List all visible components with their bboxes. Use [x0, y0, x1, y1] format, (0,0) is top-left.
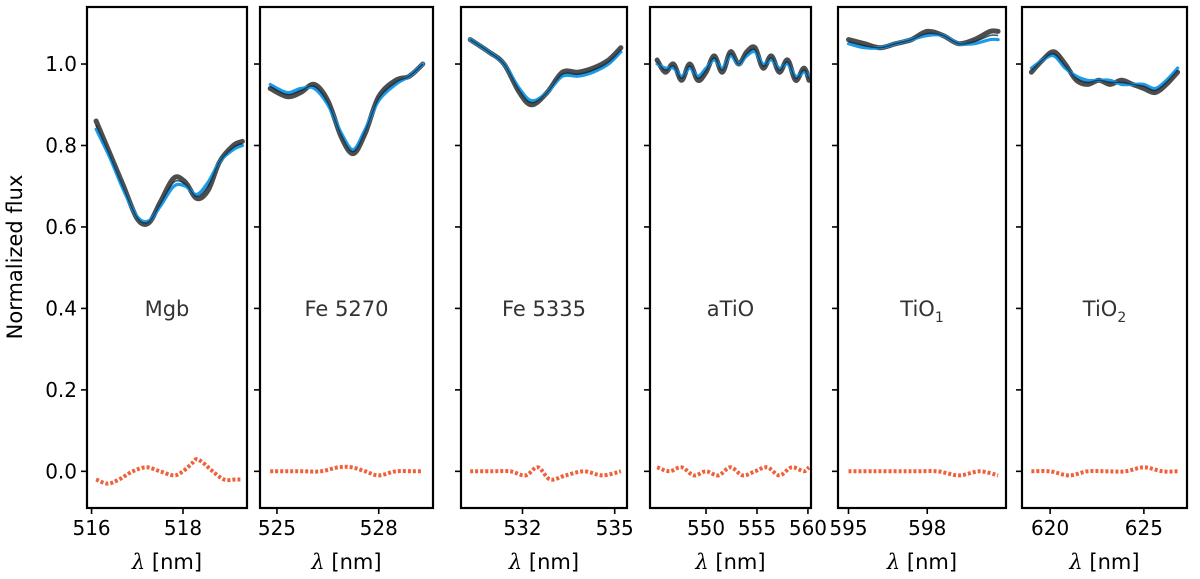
y-tick-label: 0.0 [45, 459, 77, 483]
panel-frame [85, 5, 249, 510]
panel-3: 532 535 λ [nm] Fe 5335 [455, 5, 634, 574]
panel-frame [648, 5, 813, 510]
x-axis-label: λ [nm] [508, 550, 579, 574]
observed-line [267, 61, 426, 157]
panel-frame [459, 5, 629, 510]
panel-frame [836, 5, 1008, 510]
residual-line [270, 464, 423, 478]
y-tick-label: 0.8 [45, 133, 77, 157]
panel-frame [1020, 5, 1189, 510]
x-tick-label: 525 [258, 516, 296, 540]
overlap-line [1030, 52, 1179, 92]
x-tick-label: 595 [829, 516, 867, 540]
x-tick-label: 528 [360, 516, 398, 540]
x-tick-label: 532 [503, 516, 541, 540]
index-label: Mgb [145, 297, 190, 321]
panel-4: 550 555 560 λ [nm] aTiO [644, 5, 827, 574]
x-axis-label: λ [nm] [886, 550, 957, 574]
y-tick-label: 0.2 [45, 378, 77, 402]
plot-area [93, 118, 245, 486]
residual-line [848, 469, 999, 478]
x-tick-label: 535 [596, 516, 634, 540]
index-label: aTiO [707, 297, 754, 321]
overlap-line [469, 38, 622, 104]
observed-line [93, 118, 245, 227]
y-tick-label: 0.6 [45, 215, 77, 239]
index-label: TiO1 [899, 297, 943, 326]
x-axis-label: λ [nm] [694, 550, 765, 574]
observed-line [846, 28, 1001, 51]
plot-area [467, 37, 624, 482]
model-line [1029, 53, 1180, 91]
panel-frame [258, 5, 435, 510]
index-label: TiO2 [1082, 297, 1126, 326]
x-tick-label: 555 [738, 516, 776, 540]
panels-group: 0.0 0.2 0.4 0.6 0.8 1.0 516 518 λ [nm] Mgb 525 528 λ… [45, 5, 1189, 574]
index-label: Fe 5335 [502, 297, 586, 321]
x-tick-label: 620 [1031, 516, 1069, 540]
residual-line [1031, 465, 1178, 478]
panel-1: 0.0 0.2 0.4 0.6 0.8 1.0 516 518 λ [nm] Mgb [45, 5, 249, 574]
overlap-line [95, 124, 243, 224]
x-tick-label: 625 [1125, 516, 1163, 540]
overlap-line [269, 63, 424, 153]
x-tick-label: 560 [789, 516, 827, 540]
panel-5: 595 598 λ [nm] TiO1 [829, 5, 1008, 574]
x-axis-label: λ [nm] [1068, 550, 1139, 574]
plot-area [267, 61, 426, 478]
panel-6: 620 625 λ [nm] TiO2 [1016, 5, 1189, 574]
plot-area [1028, 49, 1181, 478]
x-tick-label: 518 [164, 516, 202, 540]
overlap-line [656, 48, 810, 80]
x-tick-label: 516 [72, 516, 110, 540]
plot-area [846, 28, 1001, 478]
panel-2: 525 528 λ [nm] Fe 5270 [254, 5, 435, 574]
model-line [268, 62, 425, 152]
residual-line [656, 465, 811, 478]
x-tick-label: 550 [687, 516, 725, 540]
overlap-line [848, 32, 999, 49]
y-tick-label: 1.0 [45, 52, 77, 76]
index-label: Fe 5270 [305, 297, 389, 321]
y-tick-label: 0.4 [45, 296, 77, 320]
residual-line [470, 465, 622, 482]
residual-line [95, 457, 243, 486]
y-axis-label: Normalized flux [3, 175, 27, 340]
x-axis-label: λ [nm] [310, 550, 381, 574]
observed-line [1028, 49, 1181, 96]
plot-area [654, 44, 811, 478]
x-axis-label: λ [nm] [131, 550, 202, 574]
x-tick-label: 598 [908, 516, 946, 540]
